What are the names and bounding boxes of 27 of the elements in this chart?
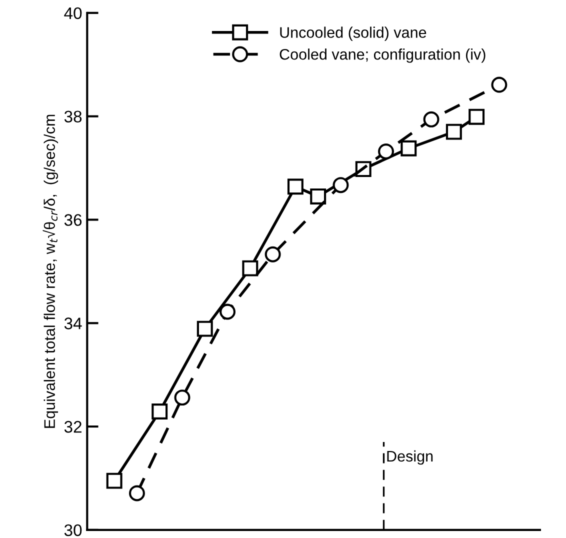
point — [310, 188, 326, 204]
y-tick-label: 40 — [64, 7, 82, 20]
point — [400, 140, 417, 156]
point — [378, 143, 394, 160]
point — [174, 390, 190, 406]
point — [264, 246, 281, 262]
y-tick-label: 36 — [64, 214, 82, 226]
y-tick-label: 38 — [64, 110, 82, 123]
point — [128, 485, 145, 502]
legend-label: Uncooled (solid) vane — [280, 26, 426, 41]
y-tick-label: 30 — [64, 524, 82, 536]
y-axis-title: Equivalent total flow rate, w$_{t}$√θ$_{cr}$/δ, (g/sec)/cm — [42, 114, 58, 428]
point — [220, 304, 236, 320]
point — [446, 124, 462, 140]
point — [332, 177, 349, 194]
annotation: Design — [387, 450, 433, 465]
point — [152, 404, 168, 420]
point — [242, 260, 258, 276]
point — [106, 472, 122, 489]
point — [468, 108, 485, 125]
y-tick-label: 32 — [64, 420, 82, 433]
y-tick-label: 34 — [64, 318, 82, 330]
point — [491, 76, 508, 93]
legend-label: Cooled vane; configuration (iv) — [280, 48, 486, 63]
point — [287, 178, 304, 195]
point — [196, 320, 213, 337]
point — [423, 111, 440, 128]
